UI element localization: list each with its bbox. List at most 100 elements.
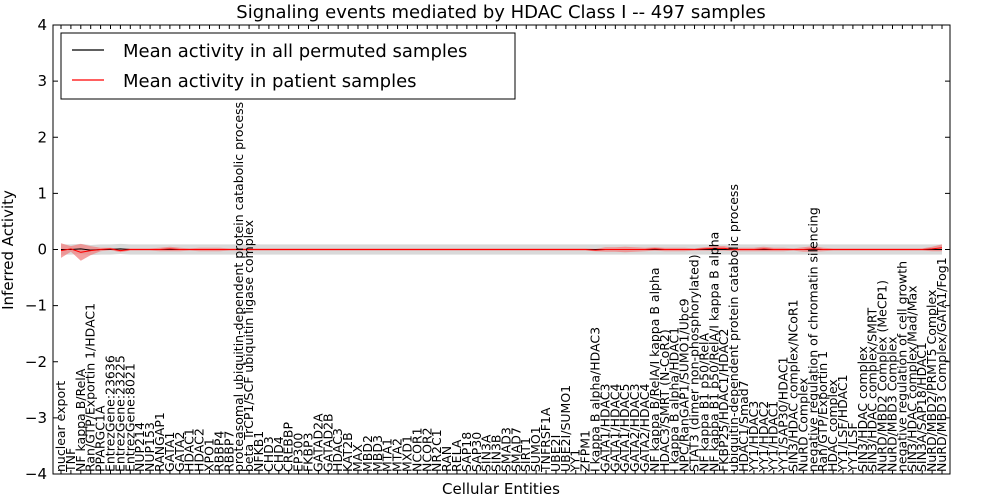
x-tick-label: XPO1 xyxy=(201,438,216,472)
x-tick-label: NuRD/MBD2 Complex (MeCP1) xyxy=(875,280,890,472)
series-lines xyxy=(60,247,943,253)
x-tick-label: MTA1 xyxy=(380,438,395,472)
x-tick-label: SMAD7 xyxy=(508,427,523,472)
x-tick-label: HDAC complex xyxy=(825,379,840,472)
x-tick-label: HDAC3 xyxy=(330,428,345,472)
x-tick-label: YY1/HDAC1 xyxy=(766,401,781,473)
x-tick-label: negative regulation of chromatin silenci… xyxy=(805,207,820,472)
x-tick-label: RBBP7 xyxy=(221,431,236,472)
x-tick-label: GATAD2B xyxy=(320,413,335,472)
x-tick-label: ZFPM1 xyxy=(578,430,593,472)
legend-box xyxy=(60,32,516,100)
x-tick-label: KAT2B xyxy=(340,432,355,472)
y-tick-label: −4 xyxy=(25,465,47,483)
x-tick-label: YY1/LSF xyxy=(845,422,860,473)
x-tick-label: MBD3 xyxy=(370,435,385,472)
x-tick-label: CREBBP xyxy=(281,422,296,472)
x-tick-label: HDAC1 xyxy=(182,428,197,472)
x-tick-label: RBBP4 xyxy=(211,431,226,472)
x-tick-label: EntrezGene:8021 xyxy=(122,363,137,472)
x-tick-label: NPC/RanGAP1/SUMO1/Ubc9 xyxy=(677,298,692,472)
x-tick-label: EP300 xyxy=(291,433,306,472)
y-tick-label: 3 xyxy=(37,72,47,90)
x-tick-label: NuRD Complex xyxy=(795,378,810,472)
x-tick-label: YY1/SAP30/HDAC1 xyxy=(776,356,791,473)
x-tick-label: MXD1 xyxy=(399,435,414,472)
x-tick-label: I kappa B alpha/HDAC1 xyxy=(667,327,682,472)
x-tick-label: ubiquitin-dependent protein catabolic pr… xyxy=(726,184,741,472)
x-tick-label: SUMO1 xyxy=(528,426,543,472)
x-tick-label: CHD3 xyxy=(261,436,276,472)
x-tick-label: Ran/GTP/Exportin 1 xyxy=(815,351,830,472)
y-axis-label: Inferred Activity xyxy=(0,190,17,310)
x-tick-label: NCOR1 xyxy=(409,427,424,472)
x-tick-label: NFKB1 xyxy=(251,431,266,472)
x-tick-label: Ran/GTP/Exportin 1/HDAC1 xyxy=(83,303,98,472)
x-tick-label: MTA2 xyxy=(390,438,405,472)
x-tick-label: beta TrCP1/SCF ubiquitin ligase complex xyxy=(241,220,256,472)
x-tick-label: CHD4 xyxy=(271,436,286,472)
x-tick-label: SIN3/HDAC complex/SMRT xyxy=(865,307,880,472)
y-tick-label: 4 xyxy=(37,16,47,34)
y-tick-label: 0 xyxy=(37,241,47,259)
x-tick-label: YY1/HDAC2 xyxy=(756,401,771,473)
y-tick-label: −3 xyxy=(25,409,47,427)
x-tick-label: NUP153 xyxy=(142,422,157,472)
x-tick-label: SAP30 xyxy=(469,432,484,472)
x-tick-label: NCOR2 xyxy=(419,427,434,472)
x-tick-label: FKBP25/HDAC1/HDAC2 xyxy=(716,329,731,472)
patient-mean-line xyxy=(60,247,943,253)
x-tick-label: RAN xyxy=(439,446,454,472)
x-tick-label: SIN3/HDAC complex/Mad/Max xyxy=(904,285,919,472)
x-tick-label: GATA1/HDAC5 xyxy=(617,384,632,472)
x-tick-label: NUP214 xyxy=(132,422,147,472)
x-tick-label: GATAD2A xyxy=(310,413,325,472)
x-tick-label: TNFRSF1A xyxy=(538,407,553,473)
x-tick-label: HDAC3/SMRT (N-CoR2) xyxy=(657,329,672,472)
x-tick-label: SIN3/HDAC complex/NCoR1 xyxy=(786,299,801,472)
x-tick-label: GATA1/HDAC4 xyxy=(607,383,622,472)
x-tick-label: SIN3/HDAC complex xyxy=(855,346,870,472)
x-tick-label: NuRD/MBD3 Complex xyxy=(885,336,900,472)
patient-band xyxy=(61,243,942,261)
x-tick-label: GATA1 xyxy=(162,432,177,472)
x-tick-label: MAX xyxy=(350,444,365,472)
y-tick-label: 2 xyxy=(37,128,47,146)
legend-label-permuted: Mean activity in all permuted samples xyxy=(123,41,467,62)
x-tick-label: SAP18 xyxy=(459,432,474,472)
chart-title: Signaling events mediated by HDAC Class … xyxy=(236,2,765,23)
x-tick-label: SIRT1 xyxy=(518,437,533,472)
x-tick-label: GATA2/HDAC4 xyxy=(637,383,652,472)
x-tick-label: RELA xyxy=(449,439,464,472)
x-tick-label: SMAD3 xyxy=(498,427,513,472)
x-tick-label: SIN3A/SAP18/HDAC1 xyxy=(914,342,929,472)
x-tick-label: YY1/LSF/HDAC1 xyxy=(835,374,850,473)
x-tick-label: NF kappa B/RelA xyxy=(73,368,88,472)
x-tick-label: EntrezGene:23225 xyxy=(112,355,127,472)
x-tick-label: NuRD/MBD2/PRMT5 Complex xyxy=(924,290,939,472)
x-tick-label: HDAC2 xyxy=(192,428,207,472)
x-tick-label: GATA1/HDAC3 xyxy=(597,384,612,472)
x-tick-label: SIN3B xyxy=(489,435,504,472)
x-tick-label: NuRD/MBD3 Complex/GATA1/Fog1 xyxy=(934,257,949,472)
y-tick-label: 1 xyxy=(37,184,47,202)
legend: Mean activity in all permuted samples Me… xyxy=(60,32,516,100)
x-tick-label: YY1 xyxy=(568,449,583,473)
x-tick-label: GATA2 xyxy=(172,432,187,472)
x-tick-label: NF kappa B1 p50/RelA/I kappa B alpha xyxy=(706,232,721,472)
x-axis-label: Cellular Entities xyxy=(442,480,560,498)
x-tick-label: HDAC1/Smad7 xyxy=(736,380,751,472)
x-tick-label: NF kappa B/RelA/I kappa B alpha xyxy=(647,267,662,472)
legend-label-patient: Mean activity in patient samples xyxy=(123,71,417,92)
x-tick-label: proteasomal ubiquitin-dependent protein … xyxy=(231,102,246,472)
x-tick-label: FKBP3 xyxy=(300,433,315,472)
x-tick-label: NR2C1 xyxy=(429,429,444,472)
x-tick-label: SIN3A xyxy=(479,434,494,472)
x-tick-label: nuclear export xyxy=(53,381,68,472)
x-tick-label: TNF xyxy=(63,448,78,473)
x-tick-label: PPARGC1A xyxy=(93,405,108,472)
x-tick-label: STAT3 (dimer non-phosphorylated) xyxy=(687,254,702,472)
x-tick-label: RANGAP1 xyxy=(152,412,167,472)
